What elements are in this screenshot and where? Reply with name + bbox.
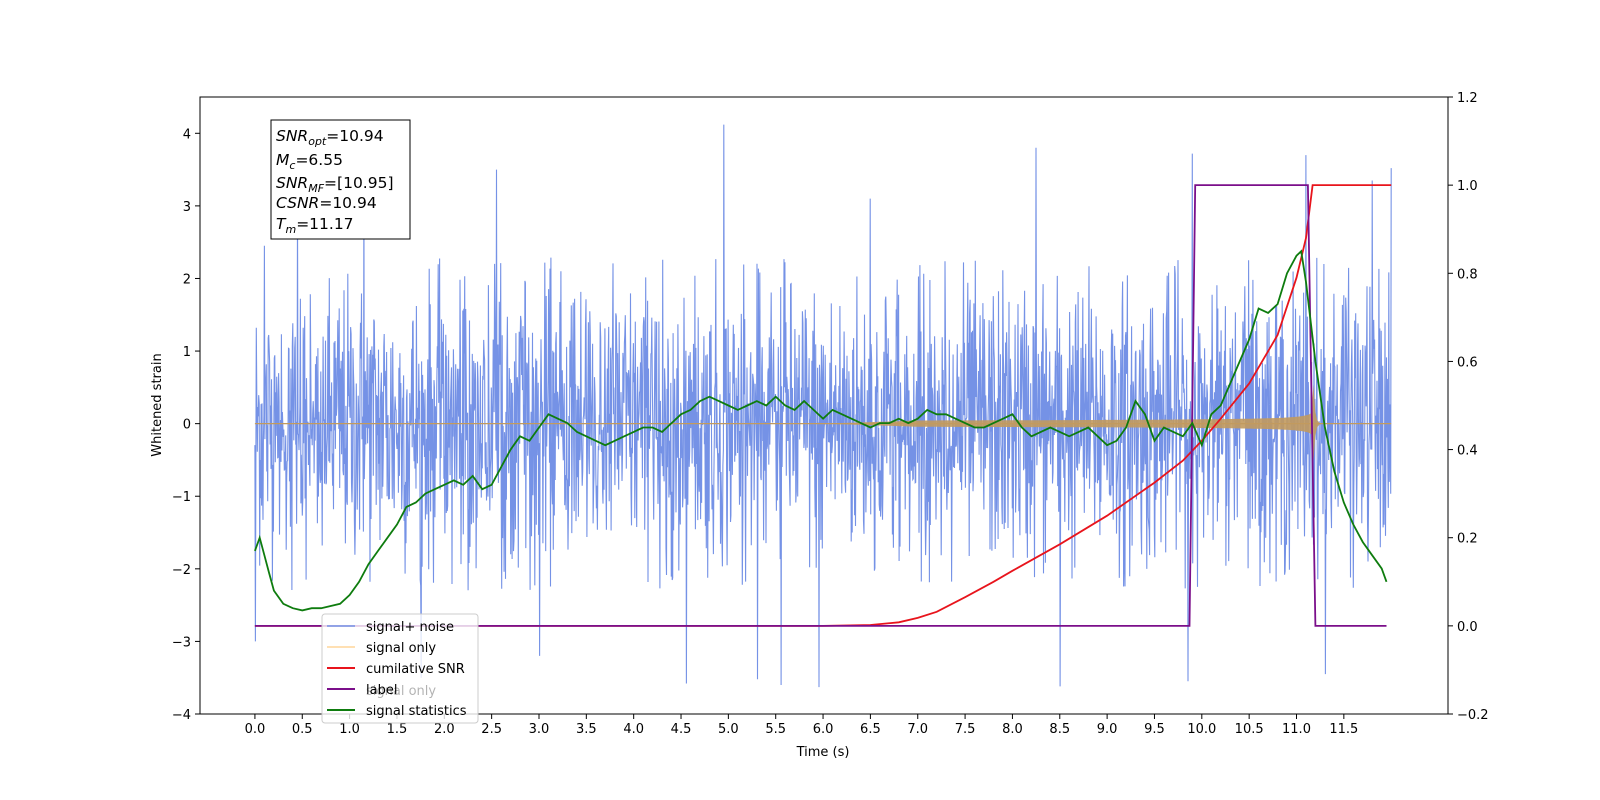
y-right-tick-label: 1.0: [1457, 179, 1478, 194]
x-tick-label: 9.5: [1144, 722, 1165, 737]
x-tick-label: 9.0: [1097, 722, 1118, 737]
y-left-tick-label: 4: [183, 127, 191, 142]
x-tick-label: 11.5: [1329, 722, 1358, 737]
y-right-tick-label: 0.8: [1457, 267, 1478, 282]
x-tick-label: 1.0: [339, 722, 360, 737]
x-tick-label: 2.0: [434, 722, 455, 737]
legend: signal+ noise signal only cumilative SNR la…: [321, 613, 479, 724]
x-tick-label: 7.0: [907, 722, 928, 737]
y-right-tick-label: 0.4: [1457, 444, 1478, 459]
plot-area: [254, 124, 1392, 688]
legend-entry: label: [366, 683, 397, 698]
y-left-tick-label: −4: [172, 708, 191, 723]
y-left-tick-label: 1: [183, 345, 191, 360]
y-left-tick-label: 2: [183, 272, 191, 287]
annotation-line: SNRopt=10.94: [276, 127, 384, 148]
series-cumulative-snr: [254, 184, 1392, 627]
legend-entry: signal statistics: [366, 704, 467, 719]
annotation-line: SNRMF=[10.95]: [276, 174, 394, 195]
x-tick-label: 10.0: [1187, 722, 1216, 737]
y-axis-left: 4 3 2 1 0 −1 −2 −3 −4: [172, 127, 200, 723]
x-tick-label: 6.5: [860, 722, 881, 737]
x-axis: 0.0 0.5 1.0 1.5 2.0 2.5 3.0 3.5 4.0 4.5 5.0 5.5 6.0 6…: [245, 714, 1358, 737]
x-tick-label: 2.5: [481, 722, 502, 737]
y-right-tick-label: 0.0: [1457, 620, 1478, 635]
series-signal-statistics: [254, 249, 1388, 612]
y-left-tick-label: −1: [172, 490, 191, 505]
legend-entry: signal+ noise: [366, 620, 454, 635]
x-tick-label: 3.0: [529, 722, 550, 737]
x-tick-label: 5.5: [765, 722, 786, 737]
x-tick-label: 3.5: [576, 722, 597, 737]
plot-frame: [199, 96, 1449, 715]
y-left-tick-label: 0: [183, 418, 191, 433]
y-left-tick-label: 3: [183, 200, 191, 215]
x-tick-label: 6.0: [813, 722, 834, 737]
x-tick-label: 8.0: [1002, 722, 1023, 737]
x-tick-label: 7.5: [955, 722, 976, 737]
y-left-tick-label: −2: [172, 563, 191, 578]
y-right-tick-label: 0.6: [1457, 355, 1478, 370]
y-axis-right: 1.2 1.0 0.8 0.6 0.4 0.2 0.0 −0.2: [1448, 91, 1489, 723]
legend-entry: signal only: [366, 641, 436, 656]
x-tick-label: 8.5: [1049, 722, 1070, 737]
x-tick-label: 4.0: [623, 722, 644, 737]
x-tick-label: 11.0: [1282, 722, 1311, 737]
y-right-tick-label: 0.2: [1457, 532, 1478, 547]
annotation-line: Mc=6.55: [276, 151, 343, 172]
y-right-tick-label: −0.2: [1457, 708, 1489, 723]
annotation-line: Tm=11.17: [276, 215, 354, 236]
x-tick-label: 0.0: [245, 722, 266, 737]
x-tick-label: 10.5: [1235, 722, 1264, 737]
x-tick-label: 1.5: [387, 722, 408, 737]
annotation-box: SNRopt=10.94 Mc=6.55SNRMF=[10.95]CSNR=10.…: [270, 119, 411, 240]
legend-entry-occluded: signal only: [366, 684, 436, 699]
x-tick-label: 5.0: [718, 722, 739, 737]
annotation-line: CSNR=10.94: [276, 194, 377, 212]
y-left-tick-label: −3: [172, 635, 191, 650]
y-axis-label: Whitened strain: [150, 353, 165, 456]
y-right-tick-label: 1.2: [1457, 91, 1478, 106]
x-axis-label: Time (s): [796, 745, 850, 760]
series-label: [254, 184, 1387, 627]
x-tick-label: 4.5: [671, 722, 692, 737]
x-tick-label: 0.5: [292, 722, 313, 737]
legend-entry: cumilative SNR: [366, 662, 465, 677]
